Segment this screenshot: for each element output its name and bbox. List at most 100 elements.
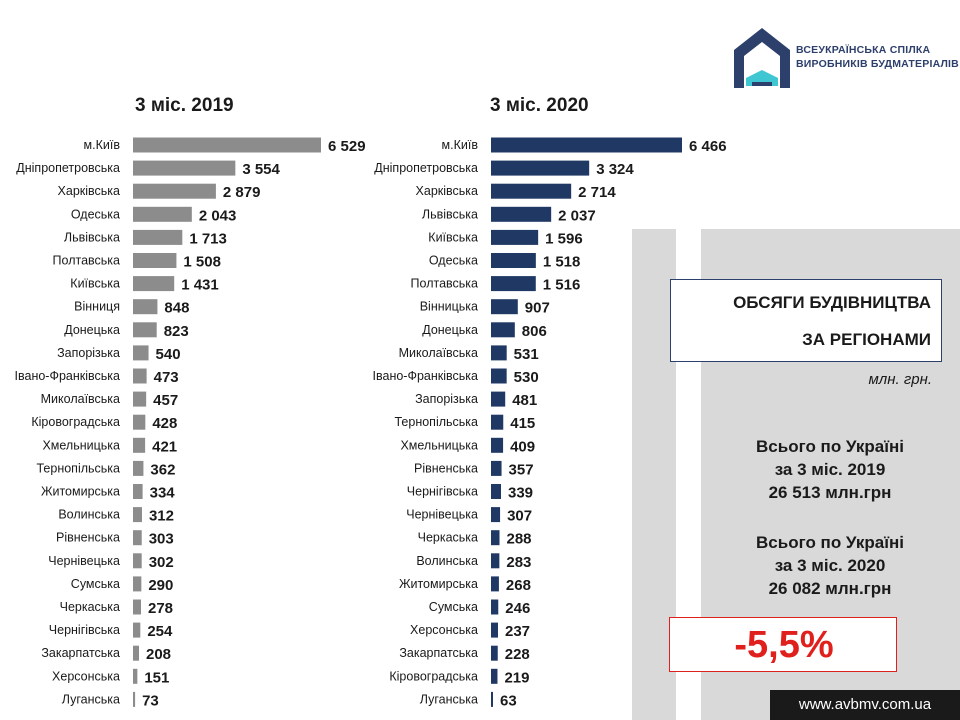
value-label-2019: 848 [164, 300, 189, 317]
bar-2019 [133, 576, 142, 592]
category-label-2019: Чернівецька [48, 554, 120, 568]
bar-2020 [491, 345, 507, 361]
value-label-2019: 290 [148, 577, 173, 594]
total-2020-line3: 26 082 млн.грн [768, 579, 892, 598]
value-label-2020: 63 [500, 692, 517, 709]
association-logo [732, 26, 947, 92]
bar-2019 [133, 484, 143, 499]
change-percent: -5,5% [734, 624, 834, 666]
value-label-2019: 254 [147, 623, 173, 640]
bar-2019 [133, 368, 147, 384]
value-label-2020: 2 037 [558, 207, 596, 224]
value-label-2020: 237 [505, 623, 530, 640]
bar-2019 [133, 160, 236, 176]
value-label-2020: 1 516 [543, 277, 581, 294]
value-label-2019: 334 [150, 485, 176, 502]
bar-2020 [491, 507, 501, 523]
change-box: -5,5% [669, 617, 897, 672]
bar-2019 [133, 414, 146, 430]
bar-2020 [491, 276, 536, 292]
category-label-2019: Вінниця [74, 300, 120, 314]
bar-2019 [133, 599, 142, 615]
bar-2020 [491, 368, 507, 384]
bar-2020 [491, 460, 502, 476]
category-label-2020: Закарпатська [399, 646, 478, 660]
category-label-2019: Луганська [62, 692, 120, 706]
bar-2020 [491, 414, 504, 430]
bar-2019 [133, 691, 136, 707]
website-link[interactable]: www.avbmv.com.ua [798, 696, 932, 713]
bar-2020 [491, 668, 498, 684]
category-label-2020: Кіровоградська [389, 669, 478, 683]
category-label-2019: Черкаська [60, 600, 120, 614]
value-label-2020: 907 [525, 300, 550, 317]
bar-2020 [491, 576, 499, 592]
value-label-2020: 1 596 [545, 230, 583, 247]
value-label-2020: 6 466 [689, 138, 727, 155]
category-label-2020: Житомирська [399, 577, 478, 591]
bar-2020 [491, 391, 506, 407]
category-label-2019: Житомирська [41, 485, 120, 499]
category-label-2020: Чернігівська [407, 485, 478, 499]
category-label-2019: Тернопільська [36, 461, 120, 475]
value-label-2020: 357 [509, 461, 534, 478]
value-label-2020: 409 [510, 438, 535, 455]
category-label-2020: Хмельницька [400, 438, 478, 452]
value-label-2020: 219 [504, 669, 529, 686]
category-label-2019: Чернігівська [49, 623, 120, 637]
logo-text-line2: ВИРОБНИКІВ БУДМАТЕРІАЛІВ [796, 58, 959, 70]
total-2020-line1: Всього по Україні [756, 533, 904, 552]
bar-2020 [491, 137, 682, 153]
bar-2020 [491, 322, 515, 338]
category-label-2020: Запорізька [415, 392, 478, 406]
value-label-2020: 1 518 [543, 254, 581, 271]
value-label-2019: 1 713 [189, 230, 227, 247]
units-label: млн. грн. [868, 371, 933, 388]
bar-2020 [491, 229, 539, 245]
category-label-2020: Харківська [416, 184, 478, 198]
category-label-2019: м.Київ [84, 138, 121, 152]
value-label-2019: 540 [156, 346, 181, 363]
category-label-2019: Одеська [71, 207, 120, 221]
bar-2019 [133, 276, 175, 292]
category-label-2020: Сумська [429, 600, 478, 614]
value-label-2019: 6 529 [328, 138, 366, 155]
total-2019-line1: Всього по Україні [756, 437, 904, 456]
bar-2020 [491, 599, 499, 615]
headline-line1: ОБСЯГИ БУДІВНИЦТВА [733, 293, 931, 312]
category-label-2020: Донецька [422, 323, 478, 337]
category-label-2019: Київська [70, 277, 120, 291]
headline-box: ОБСЯГИ БУДІВНИЦТВА ЗА РЕГІОНАМИ [670, 279, 942, 362]
value-label-2020: 339 [508, 485, 533, 502]
bar-2020 [491, 253, 536, 268]
category-label-2019: Івано-Франківська [15, 369, 121, 383]
bar-2020 [491, 645, 498, 661]
bar-2019 [133, 345, 149, 361]
value-label-2019: 2 043 [199, 207, 237, 224]
bar-2020 [491, 622, 499, 638]
bar-2020 [491, 691, 493, 707]
category-label-2019: Хмельницька [42, 438, 120, 452]
bar-2020 [491, 183, 572, 199]
bar-2019 [133, 553, 142, 569]
headline-line2: ЗА РЕГІОНАМИ [802, 330, 931, 349]
value-label-2019: 1 508 [183, 254, 221, 271]
value-label-2020: 283 [506, 554, 531, 571]
bar-2020 [491, 530, 500, 546]
value-label-2020: 246 [505, 600, 530, 617]
bar-2019 [133, 622, 141, 638]
value-label-2020: 531 [514, 346, 539, 363]
bar-2019 [133, 645, 139, 661]
bar-2019 [133, 507, 142, 523]
website-footer[interactable]: www.avbmv.com.ua [770, 690, 960, 720]
category-label-2020: Львівська [422, 207, 478, 221]
category-label-2019: Закарпатська [41, 646, 120, 660]
value-label-2020: 2 714 [578, 184, 616, 201]
category-label-2020: Одеська [429, 254, 478, 268]
bar-2019 [133, 206, 192, 222]
value-label-2020: 530 [514, 369, 539, 386]
value-label-2019: 823 [164, 323, 189, 340]
value-label-2019: 208 [146, 646, 171, 663]
value-label-2019: 312 [149, 508, 174, 525]
category-label-2020: Херсонська [410, 623, 478, 637]
